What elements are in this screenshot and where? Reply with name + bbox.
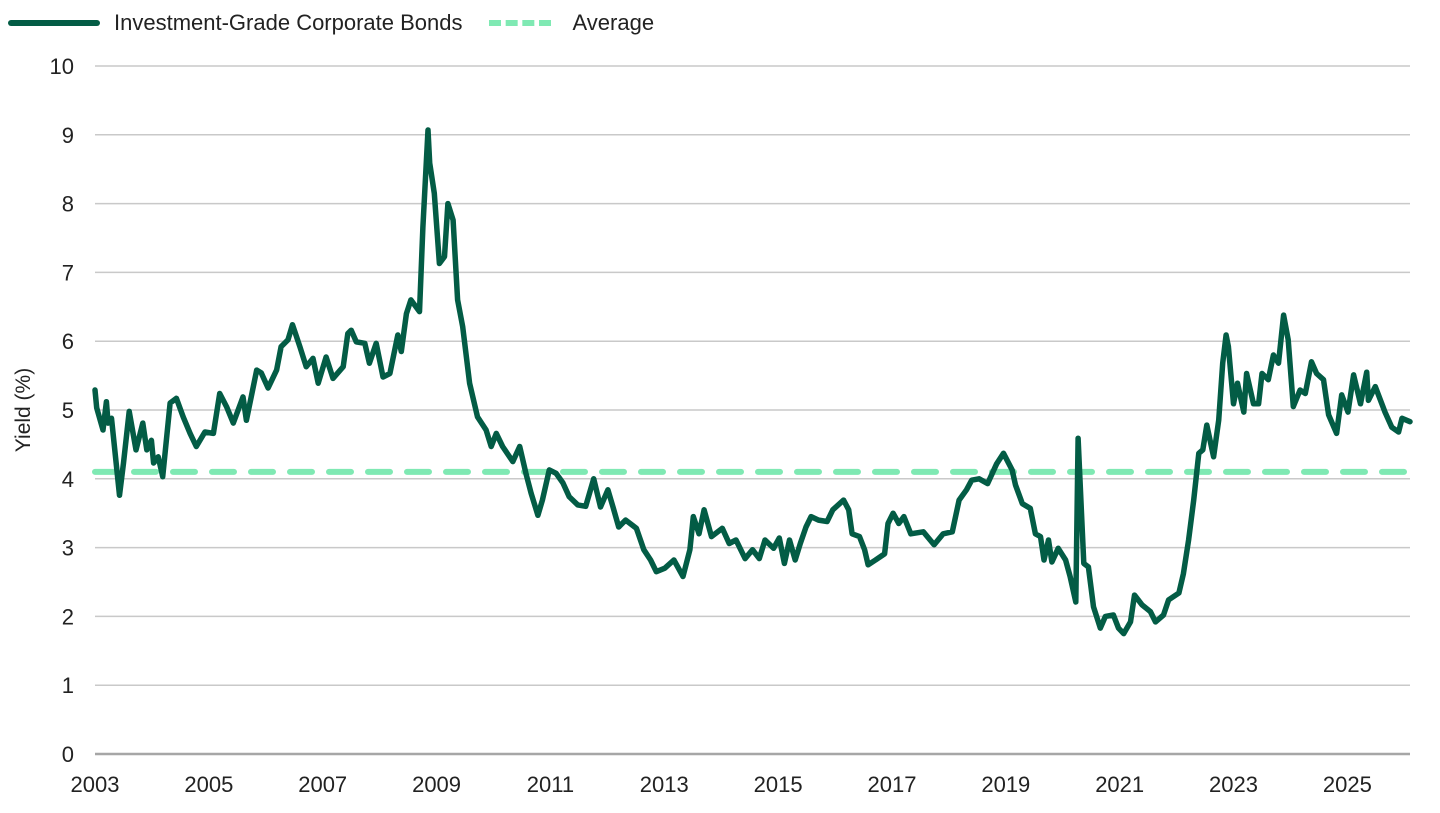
y-tick-label: 0 [62, 742, 74, 767]
y-tick-label: 9 [62, 123, 74, 148]
y-tick-label: 3 [62, 536, 74, 561]
x-tick-label: 2013 [640, 772, 689, 797]
legend: Investment-Grade Corporate Bonds Average [0, 8, 654, 38]
y-tick-label: 4 [62, 467, 74, 492]
y-tick-label: 7 [62, 260, 74, 285]
x-tick-label: 2007 [298, 772, 347, 797]
y-tick-label: 5 [62, 398, 74, 423]
y-axis-label: Yield (%) [12, 368, 35, 452]
series-line-bonds [92, 127, 1413, 637]
legend-swatch-average [488, 20, 551, 26]
y-tick-label: 10 [50, 54, 74, 79]
gridlines [95, 65, 1410, 756]
x-tick-label: 2011 [527, 772, 574, 797]
x-tick-label: 2003 [71, 772, 120, 797]
x-tick-label: 2025 [1323, 772, 1372, 797]
legend-label-average: Average [572, 10, 655, 35]
x-tick-label: 2021 [1095, 772, 1144, 797]
x-tick-label: 2009 [412, 772, 461, 797]
x-tick-label: 2019 [981, 772, 1030, 797]
y-tick-labels: 0 1 2 3 4 5 6 7 8 9 10 [50, 54, 74, 767]
x-tick-label: 2023 [1209, 772, 1258, 797]
legend-swatch-bonds [8, 20, 100, 26]
x-tick-label: 2015 [754, 772, 803, 797]
y-tick-label: 1 [62, 673, 74, 698]
legend-label-bonds: Investment-Grade Corporate Bonds [114, 10, 463, 35]
x-tick-label: 2005 [184, 772, 233, 797]
x-tick-labels: 2003 2005 2007 2009 2011 2013 2015 2017 2019 2021… [71, 772, 1372, 797]
y-tick-label: 6 [62, 329, 74, 354]
y-tick-label: 8 [62, 192, 74, 217]
x-tick-label: 2017 [867, 772, 916, 797]
y-tick-label: 2 [62, 604, 74, 629]
